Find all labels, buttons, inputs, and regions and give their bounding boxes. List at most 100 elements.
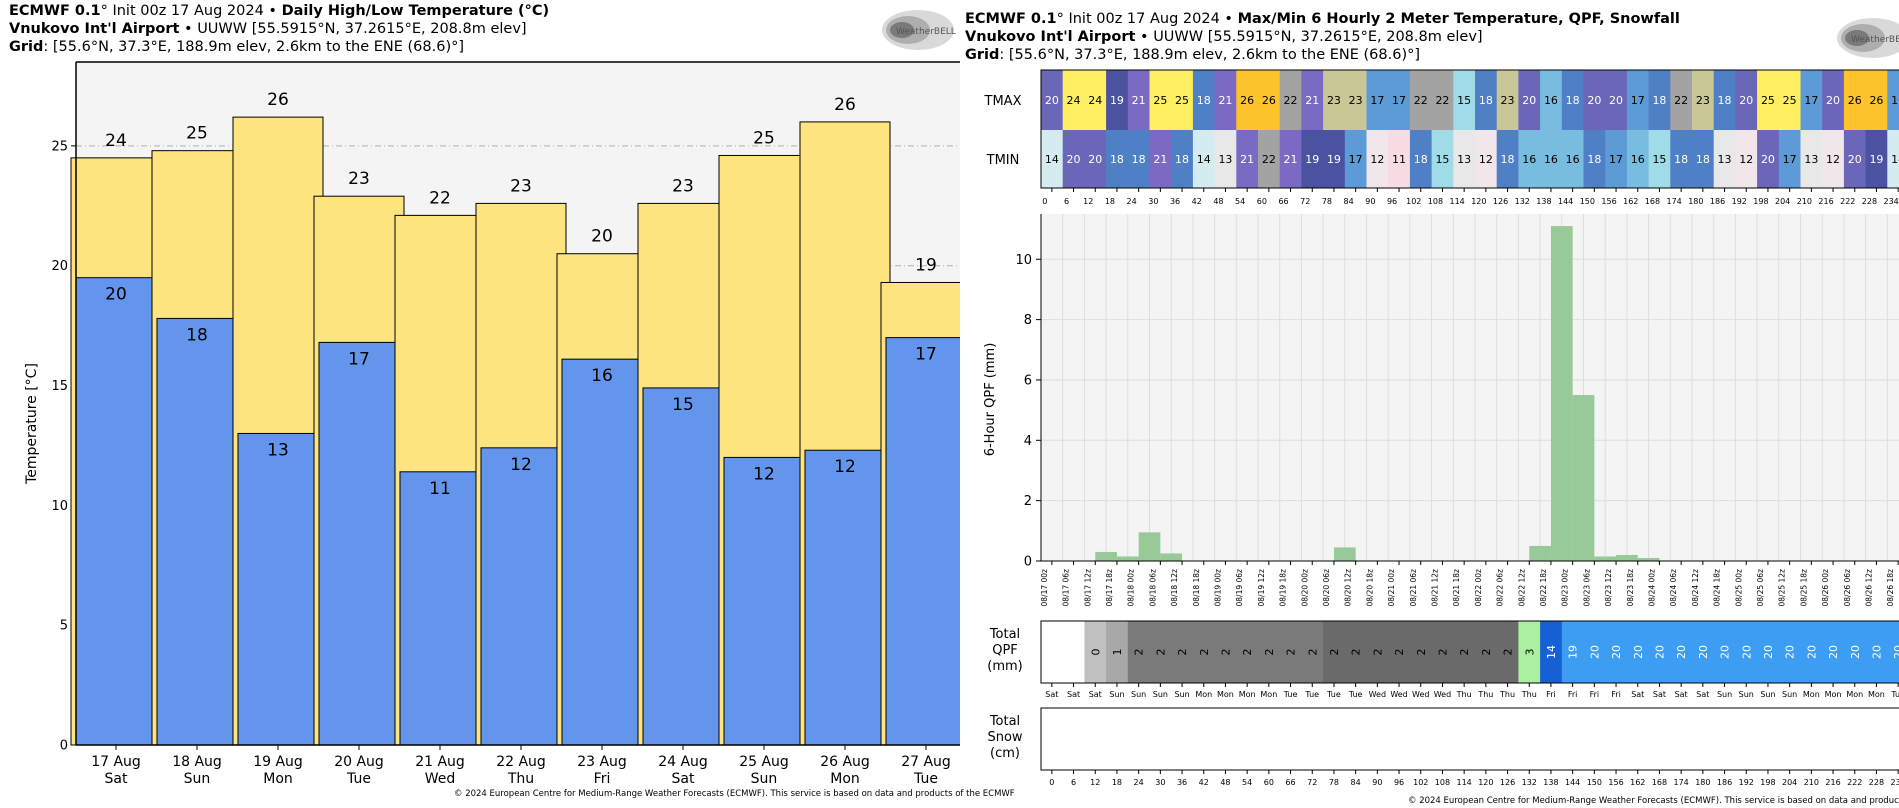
- day-label: Wed: [1434, 690, 1451, 699]
- hour-label: 132: [1515, 197, 1530, 206]
- logo-text: WeatherBELL: [1851, 35, 1899, 45]
- tmax-cell: [1496, 70, 1519, 130]
- qpf-x-label: 08/18 06z: [1148, 569, 1157, 607]
- tmax-cell: [1409, 70, 1433, 130]
- low-bar: [885, 337, 960, 746]
- day-label: Sat: [1653, 690, 1666, 699]
- x-date-label: 18 Aug: [172, 754, 222, 770]
- qpf-y-tick-label: 4: [1024, 434, 1032, 449]
- total-snow-frame: [1040, 707, 1899, 771]
- qpf-x-label: 08/23 12z: [1604, 569, 1613, 607]
- qpf-bar: [1616, 554, 1638, 561]
- total-qpf-cell: [1670, 621, 1693, 683]
- total-qpf-value: 2: [1241, 649, 1254, 656]
- hour-label: 114: [1450, 197, 1465, 206]
- day-label: Sat: [1696, 690, 1709, 699]
- tmin-cell: [1041, 130, 1064, 188]
- total-qpf-value: 2: [1393, 649, 1406, 656]
- qpf-x-label: 08/21 18z: [1452, 569, 1461, 607]
- qpf-x-label: 08/26 12z: [1864, 569, 1873, 607]
- x-date-label: 20 Aug: [334, 754, 384, 770]
- tmin-value: 22: [1262, 153, 1276, 166]
- total-qpf-cell: [1301, 621, 1324, 683]
- tmin-cell: [1062, 130, 1085, 188]
- day-label: Thu: [1477, 690, 1493, 699]
- qpf-bar: [1160, 553, 1183, 561]
- hour-label: 78: [1322, 197, 1332, 206]
- tmin-value: 21: [1153, 153, 1167, 166]
- tmin-cell: [1453, 130, 1476, 188]
- total-qpf-cell: [1605, 621, 1628, 683]
- hour-label: 162: [1623, 197, 1638, 206]
- tmin-value: 18: [1175, 153, 1189, 166]
- hour-label: 96: [1387, 197, 1397, 206]
- total-qpf-value: 20: [1870, 645, 1883, 659]
- tmax-value: 26: [1869, 94, 1883, 107]
- qpf-x-label: 08/25 06z: [1756, 569, 1765, 607]
- day-label: Thu: [1456, 690, 1472, 699]
- tmin-cell: [1757, 130, 1780, 188]
- total-qpf-cell: [1431, 621, 1454, 683]
- y-axis-label: Temperature [°C]: [24, 363, 40, 485]
- tmax-cell: [1822, 70, 1845, 130]
- hour-label: 84: [1344, 197, 1354, 206]
- qpf-x-label: 08/20 06z: [1322, 569, 1331, 607]
- total-qpf-value: 2: [1285, 649, 1298, 656]
- total-qpf-cell: [1626, 621, 1650, 683]
- total-qpf-value: 20: [1805, 645, 1818, 659]
- total-qpf-value: 20: [1675, 645, 1688, 659]
- tmax-cell: [1865, 70, 1888, 130]
- tmin-cell: [1236, 130, 1259, 188]
- tmax-value: 20: [1826, 94, 1840, 107]
- qpf-x-label: 08/22 00z: [1474, 569, 1483, 607]
- hour-label: 66: [1278, 197, 1288, 206]
- total-qpf-value: 2: [1328, 649, 1341, 656]
- high-value-label: 25: [186, 124, 208, 144]
- tmin-value: 20: [1848, 153, 1862, 166]
- chart-title-line: ECMWF 0.1° Init 00z 17 Aug 2024 • Max/Mi…: [965, 11, 1680, 28]
- qpf-x-label: 08/26 00z: [1821, 569, 1830, 607]
- hour-label: 72: [1300, 197, 1310, 206]
- qpf-bar: [1550, 226, 1573, 561]
- total-qpf-cell: [1887, 621, 1899, 683]
- day-label: Wed: [1390, 690, 1407, 699]
- tmin-cell: [1583, 130, 1606, 188]
- hour-label: 138: [1536, 197, 1551, 206]
- tmax-value: 19: [1110, 94, 1124, 107]
- qpf-y-tick-label: 0: [1024, 555, 1032, 570]
- day-label: Sun: [1760, 690, 1775, 699]
- snow-hour-label: 228: [1869, 778, 1884, 787]
- qpf-x-label: 08/22 06z: [1496, 569, 1505, 607]
- high-value-label: 19: [915, 255, 937, 275]
- tmax-cell: [1843, 70, 1867, 130]
- tmin-cell: [1626, 130, 1650, 188]
- tmin-cell: [1344, 130, 1367, 188]
- qpf-x-label: 08/18 18z: [1192, 569, 1201, 607]
- total-qpf-cell: [1540, 621, 1563, 683]
- total-qpf-value: 20: [1588, 645, 1601, 659]
- grid-line: Grid: [55.6°N, 37.3°E, 188.9m elev, 2.6k…: [9, 39, 464, 56]
- tmin-value: 19: [1305, 153, 1319, 166]
- snow-hour-label: 54: [1242, 778, 1252, 787]
- tmax-cell: [1041, 70, 1064, 130]
- snow-hour-label: 156: [1608, 778, 1623, 787]
- tmax-value: 18: [1652, 94, 1666, 107]
- init-text: ° Init 00z 17 Aug 2024: [1056, 11, 1220, 27]
- grid-label: Grid: [965, 47, 1000, 63]
- x-day-label: Wed: [425, 771, 456, 787]
- total-qpf-cell: [1214, 621, 1237, 683]
- tmin-cell: [1540, 130, 1563, 188]
- hour-label: 216: [1818, 197, 1833, 206]
- tmax-cell: [1171, 70, 1194, 130]
- qpf-x-label: 08/20 12z: [1344, 569, 1353, 607]
- tmax-value: 26: [1262, 94, 1276, 107]
- tmax-value: 23: [1349, 94, 1363, 107]
- x-date-label: 26 Aug: [820, 754, 870, 770]
- tmin-value: 18: [1110, 153, 1124, 166]
- qpf-x-label: 08/22 12z: [1517, 569, 1526, 607]
- tmin-cell: [1149, 130, 1172, 188]
- total-qpf-cell: [1409, 621, 1433, 683]
- hour-label: 126: [1493, 197, 1508, 206]
- tmax-cell: [1366, 70, 1389, 130]
- tmin-cell: [1605, 130, 1628, 188]
